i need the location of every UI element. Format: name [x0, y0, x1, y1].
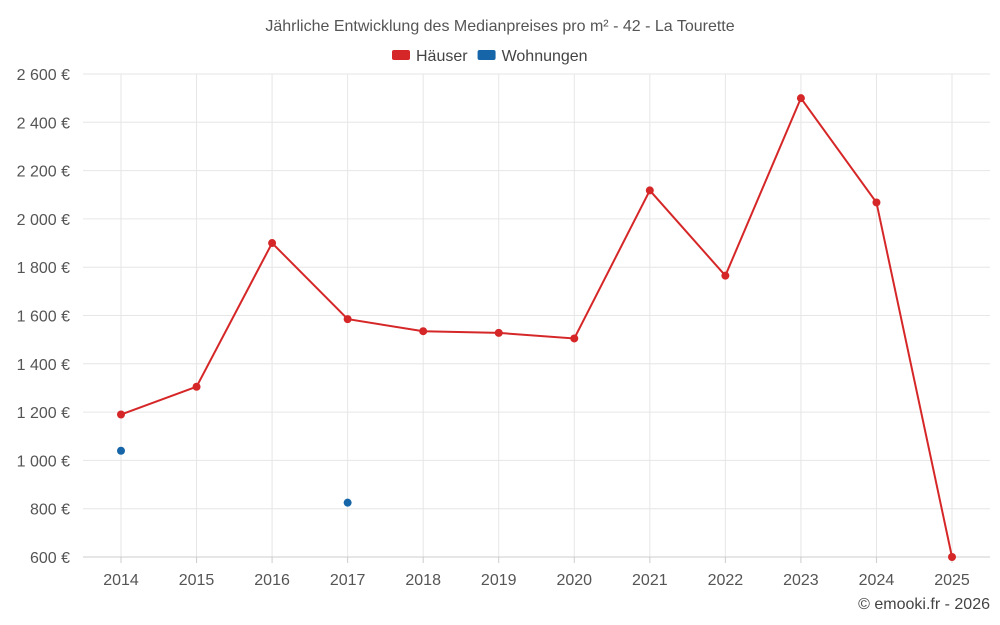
data-point[interactable] [343, 498, 352, 507]
x-tick-label: 2022 [708, 572, 744, 589]
y-tick-label: 2 600 € [17, 67, 70, 84]
chart-title: Jährliche Entwicklung des Medianpreises … [265, 18, 734, 35]
x-tick-label: 2015 [179, 572, 215, 589]
data-point[interactable] [268, 239, 277, 248]
data-point[interactable] [494, 328, 503, 337]
data-point[interactable] [721, 271, 730, 280]
data-point[interactable] [645, 186, 654, 195]
data-point[interactable] [192, 382, 201, 391]
series-layer [117, 94, 956, 561]
x-tick-label: 2016 [254, 572, 290, 589]
grid [83, 73, 990, 558]
data-point[interactable] [343, 315, 352, 324]
y-axis: 600 € 800 € 1 000 € 1 200 € 1 400 € 1 600 € 1 … [17, 67, 70, 567]
legend-label[interactable]: Wohnungen [502, 48, 588, 65]
data-point[interactable] [796, 94, 805, 103]
x-tick-label: 2024 [859, 572, 895, 589]
data-point[interactable] [419, 327, 428, 336]
legend-label[interactable]: Häuser [416, 48, 468, 65]
y-tick-label: 2 000 € [17, 212, 70, 229]
x-tick-label: 2021 [632, 572, 668, 589]
y-tick-label: 2 200 € [17, 164, 70, 181]
legend-swatch [477, 50, 496, 60]
y-tick-label: 800 € [30, 502, 70, 519]
y-tick-label: 1 000 € [17, 453, 70, 470]
y-tick-label: 1 600 € [17, 309, 70, 326]
legend: Häuser Wohnungen [392, 48, 588, 65]
series-line-1 [120, 96, 953, 558]
x-tick-label: 2014 [103, 572, 139, 589]
data-point[interactable] [872, 198, 881, 207]
x-tick-label: 2017 [330, 572, 366, 589]
data-point[interactable] [117, 446, 125, 455]
x-tick-label: 2020 [556, 572, 592, 589]
data-point[interactable] [948, 553, 956, 561]
data-point[interactable] [570, 334, 579, 343]
y-tick-label: 1 800 € [17, 260, 70, 277]
x-tick-label: 2018 [405, 572, 441, 589]
x-tick-label: 2023 [783, 572, 819, 589]
y-tick-label: 1 400 € [17, 357, 70, 374]
data-point[interactable] [117, 410, 125, 419]
credit-text: © emooki.fr - 2026 [858, 596, 990, 613]
legend-swatch [392, 50, 410, 60]
x-axis: 2014 2015 2016 2017 2018 2019 2020 2021 2022 2023… [83, 556, 990, 589]
x-tick-label: 2025 [934, 572, 970, 589]
y-tick-label: 1 200 € [17, 405, 70, 422]
x-tick-label: 2019 [481, 572, 517, 589]
y-tick-label: 2 400 € [17, 115, 70, 132]
y-tick-label: 600 € [30, 550, 70, 567]
